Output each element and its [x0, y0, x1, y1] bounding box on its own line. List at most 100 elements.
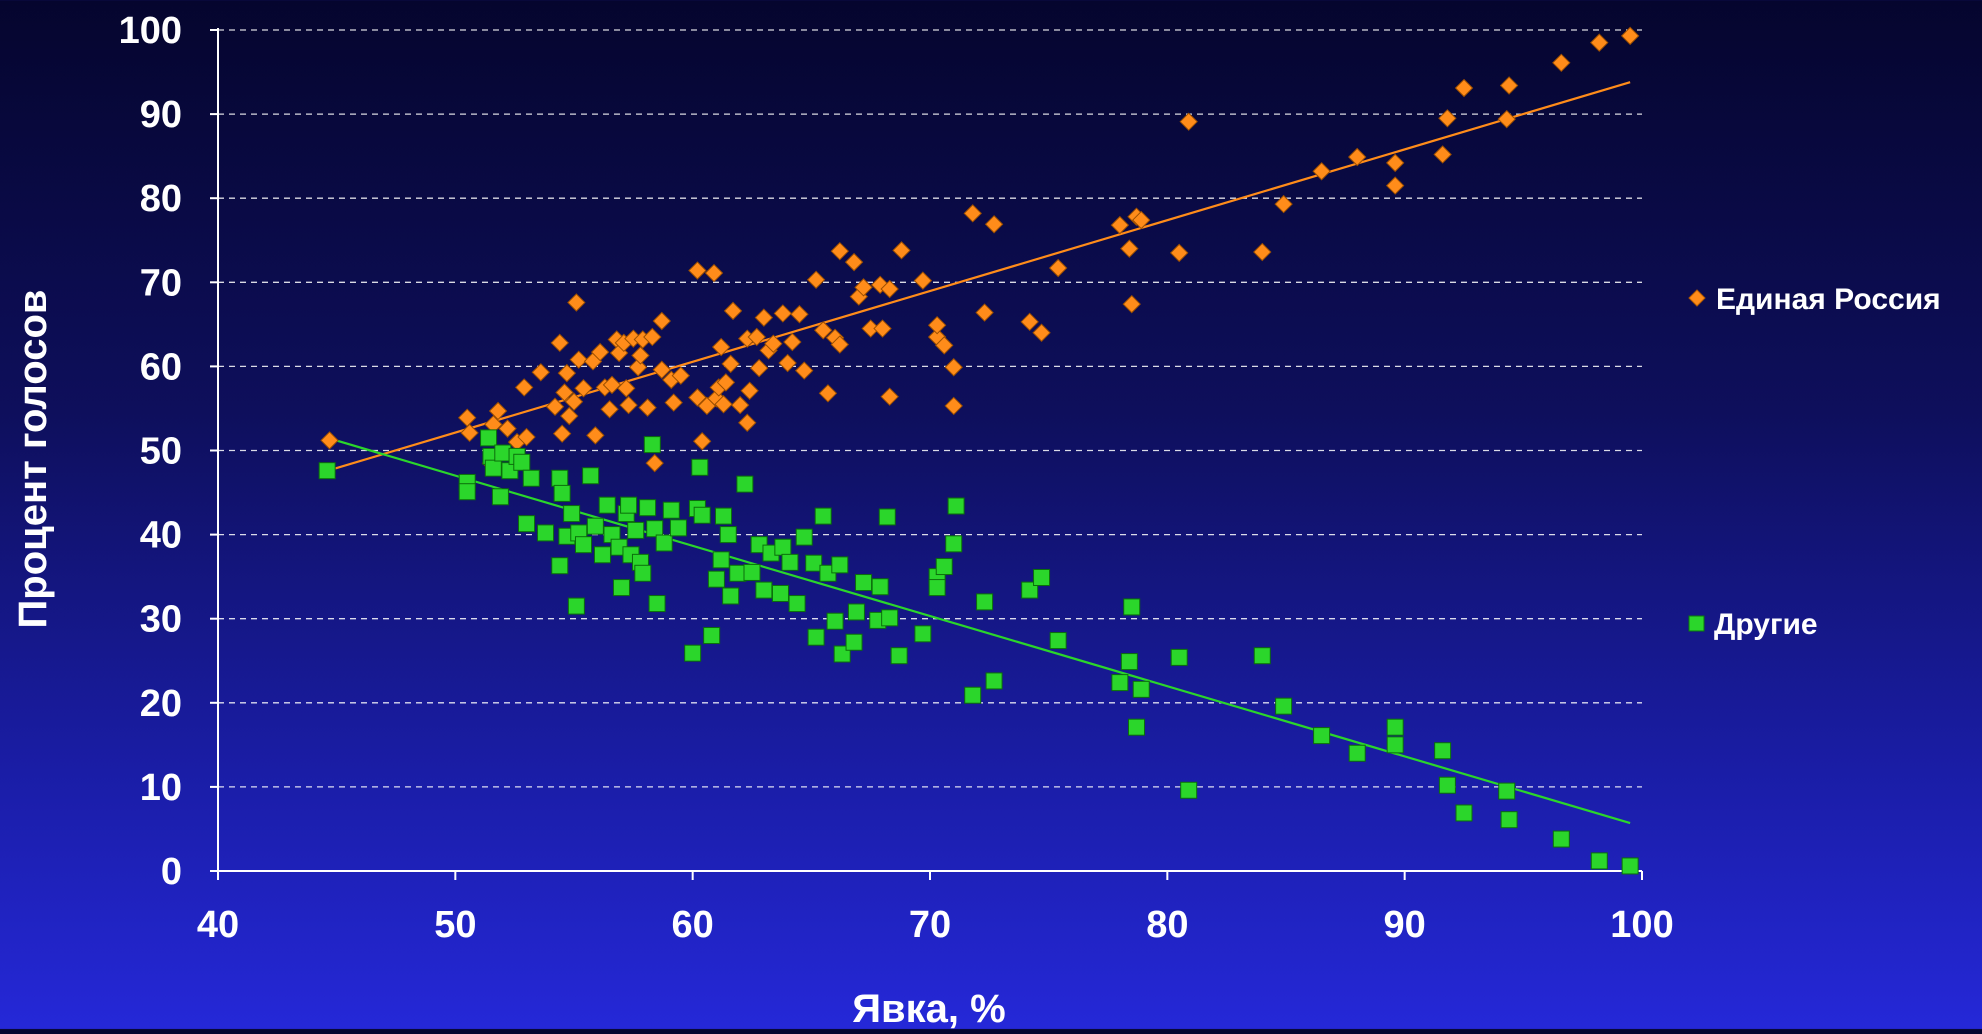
point-drugie-46 — [703, 627, 721, 645]
point-drugie-83 — [947, 497, 965, 515]
point-drugie-70 — [845, 633, 863, 651]
point-drugie-62 — [795, 528, 813, 546]
y-tick-label-60: 60 — [140, 346, 182, 388]
legend-label-edinaya-rossiya: Единая Россия — [1716, 283, 1941, 316]
point-drugie-41 — [669, 519, 687, 537]
point-drugie-103 — [1434, 742, 1452, 760]
point-drugie-91 — [1120, 653, 1138, 671]
point-drugie-53 — [736, 475, 754, 493]
y-tick-label-80: 80 — [140, 178, 182, 220]
point-drugie-37 — [646, 520, 664, 538]
x-tick-label-60: 60 — [672, 904, 714, 946]
point-drugie-2 — [458, 483, 476, 501]
point-edinaya-rossiya-92 — [975, 303, 994, 322]
point-edinaya-rossiya-20 — [574, 379, 593, 398]
y-tick-label-40: 40 — [140, 515, 182, 557]
point-drugie-89 — [1049, 632, 1067, 650]
point-edinaya-rossiya-103 — [1179, 112, 1198, 131]
point-edinaya-rossiya-90 — [944, 396, 963, 416]
point-edinaya-rossiya-69 — [795, 361, 814, 380]
point-drugie-101 — [1386, 736, 1404, 754]
point-drugie-3 — [480, 429, 498, 447]
point-edinaya-rossiya-43 — [671, 366, 691, 385]
point-edinaya-rossiya-71 — [813, 321, 833, 340]
point-drugie-40 — [662, 501, 680, 519]
point-drugie-54 — [743, 563, 761, 581]
point-edinaya-rossiya-74 — [830, 335, 850, 354]
point-edinaya-rossiya-33 — [628, 358, 648, 377]
point-edinaya-rossiya-22 — [586, 426, 605, 445]
point-drugie-78 — [914, 625, 932, 643]
point-edinaya-rossiya-25 — [600, 400, 619, 419]
point-drugie-67 — [826, 612, 844, 630]
point-edinaya-rossiya-46 — [692, 432, 712, 451]
point-edinaya-rossiya-106 — [1312, 162, 1331, 181]
point-edinaya-rossiya-2 — [460, 423, 479, 443]
y-tick-label-70: 70 — [140, 262, 182, 304]
point-edinaya-rossiya-66 — [778, 353, 797, 373]
point-drugie-105 — [1455, 804, 1473, 822]
point-drugie-108 — [1552, 830, 1570, 848]
point-drugie-51 — [722, 587, 740, 605]
point-edinaya-rossiya-113 — [1497, 109, 1516, 129]
trendlines — [324, 81, 1631, 825]
x-axis-title: Явка, % — [852, 987, 1005, 1029]
y-tick-label-90: 90 — [140, 94, 182, 136]
point-drugie-95 — [1170, 648, 1188, 666]
point-drugie-107 — [1500, 811, 1518, 829]
point-drugie-76 — [881, 609, 899, 627]
data-points — [318, 26, 1640, 875]
point-edinaya-rossiya-117 — [1620, 26, 1640, 46]
point-edinaya-rossiya-39 — [652, 311, 672, 331]
point-drugie-23 — [586, 517, 604, 535]
point-drugie-25 — [598, 496, 616, 514]
point-drugie-30 — [620, 496, 638, 514]
point-edinaya-rossiya-116 — [1590, 33, 1609, 52]
point-drugie-93 — [1127, 718, 1145, 736]
point-drugie-58 — [771, 584, 789, 602]
point-edinaya-rossiya-114 — [1499, 76, 1519, 95]
point-drugie-87 — [1021, 581, 1039, 599]
y-axis-title: Процент голосов — [11, 290, 55, 629]
point-edinaya-rossiya-72 — [818, 384, 838, 403]
point-edinaya-rossiya-102 — [1169, 243, 1189, 263]
point-edinaya-rossiya-104 — [1253, 242, 1272, 262]
point-edinaya-rossiya-38 — [645, 453, 664, 473]
point-drugie-102 — [1386, 718, 1404, 736]
point-drugie-21 — [574, 536, 592, 554]
point-edinaya-rossiya-94 — [1020, 312, 1039, 332]
legend: Единая Россия Другие — [1688, 283, 1941, 641]
point-edinaya-rossiya-60 — [747, 327, 766, 347]
point-edinaya-rossiya-95 — [1032, 323, 1051, 342]
point-drugie-34 — [634, 564, 652, 582]
point-edinaya-rossiya-37 — [643, 327, 662, 347]
y-tick-label-0: 0 — [161, 851, 182, 893]
point-drugie-92 — [1123, 598, 1141, 616]
point-drugie-24 — [593, 546, 611, 564]
point-edinaya-rossiya-16 — [560, 406, 579, 426]
point-drugie-14 — [551, 469, 569, 487]
point-edinaya-rossiya-51 — [711, 337, 731, 357]
point-edinaya-rossiya-48 — [704, 263, 724, 283]
point-edinaya-rossiya-15 — [557, 363, 577, 383]
legend-marker-diamond — [1688, 289, 1706, 307]
axes — [210, 28, 1643, 880]
point-drugie-48 — [712, 551, 730, 569]
point-drugie-63 — [805, 554, 823, 572]
x-tick-label-90: 90 — [1384, 904, 1426, 946]
point-drugie-49 — [715, 507, 733, 525]
point-edinaya-rossiya-78 — [854, 278, 873, 297]
point-drugie-110 — [1621, 857, 1639, 875]
point-drugie-36 — [643, 436, 661, 454]
point-edinaya-rossiya-31 — [619, 395, 638, 415]
point-edinaya-rossiya-76 — [844, 252, 864, 272]
point-edinaya-rossiya-101 — [1132, 210, 1151, 230]
point-drugie-39 — [655, 534, 673, 552]
x-tick-label-50: 50 — [434, 904, 476, 946]
point-edinaya-rossiya-45 — [688, 388, 707, 407]
point-drugie-32 — [627, 521, 645, 539]
point-edinaya-rossiya-81 — [873, 319, 892, 338]
legend-entry-edinaya-rossiya: Единая Россия — [1688, 283, 1941, 316]
point-edinaya-rossiya-13 — [552, 424, 572, 443]
point-edinaya-rossiya-18 — [567, 293, 586, 312]
